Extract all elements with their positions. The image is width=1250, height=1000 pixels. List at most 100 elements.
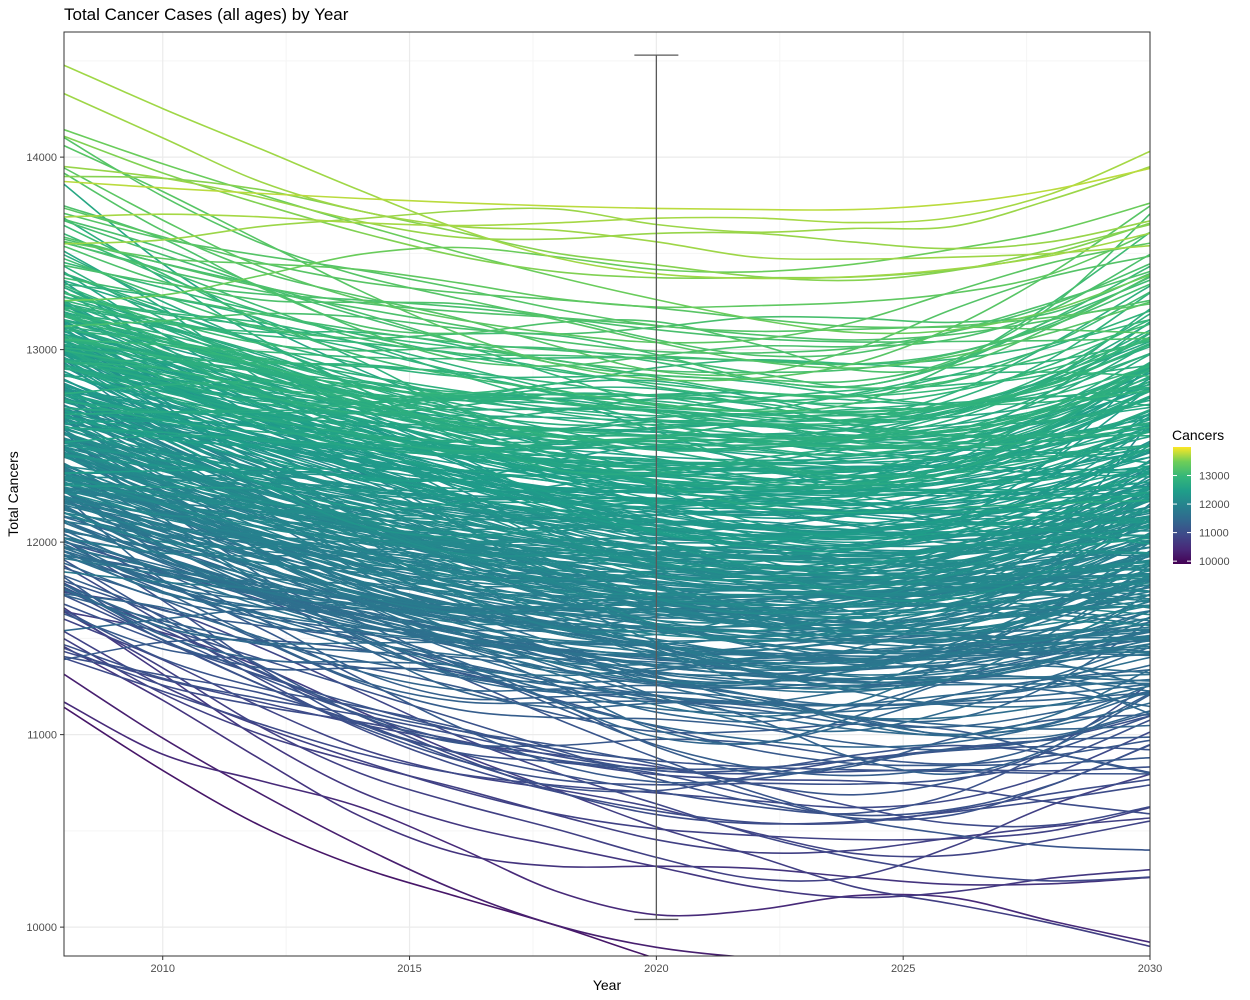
x-tick-label: 2025 (891, 963, 915, 975)
series-line (64, 257, 1150, 389)
legend-tick-label: 13000 (1199, 471, 1230, 483)
legend-colorbar (1173, 447, 1191, 564)
y-axis: 10000 11000 12000 13000 14000 (26, 152, 64, 934)
series-line (64, 467, 1150, 672)
legend-ticks: 10000 11000 12000 13000 (1173, 471, 1230, 568)
series-line (64, 392, 1150, 635)
x-tick-label: 2010 (150, 963, 174, 975)
series-line (64, 336, 1150, 476)
series-line (64, 265, 1150, 388)
series-line (64, 167, 1150, 211)
series-line (64, 290, 1150, 452)
series-line (64, 273, 1150, 440)
series-line (64, 320, 1150, 553)
series-line (64, 706, 651, 956)
series-line (64, 650, 1150, 828)
series-line (64, 638, 1150, 855)
x-axis: 2010 2015 2020 2025 2030 (150, 956, 1162, 975)
series-line (64, 446, 1150, 586)
y-tick-label: 12000 (26, 537, 57, 549)
series-line (64, 172, 1150, 377)
series-line (64, 144, 1150, 382)
series-line (64, 217, 1150, 448)
series-lines (64, 64, 1150, 956)
series-line (64, 609, 1150, 774)
y-tick-label: 11000 (27, 730, 57, 742)
legend-title: Cancers (1172, 427, 1224, 443)
y-tick-label: 13000 (26, 345, 57, 357)
series-line (64, 366, 1150, 432)
series-line (64, 543, 1150, 707)
series-line (64, 64, 1150, 280)
series-line (64, 504, 1150, 681)
series-line (64, 495, 1150, 745)
series-line (64, 334, 1150, 505)
series-line (64, 378, 1150, 592)
chart-title: Total Cancer Cases (all ages) by Year (64, 5, 349, 24)
series-line (64, 136, 1150, 369)
series-line (64, 610, 1150, 948)
series-line (64, 545, 1150, 658)
panel-border (63, 31, 1151, 957)
series-line (64, 242, 1150, 389)
series-line (64, 607, 1150, 899)
series-line (64, 272, 1150, 413)
series-line (64, 231, 1150, 309)
series-line (64, 167, 1150, 344)
error-bar (634, 54, 679, 921)
series-line (64, 550, 1150, 684)
series-line (64, 128, 1150, 335)
series-line (64, 541, 1150, 851)
series-line (64, 205, 1150, 374)
series-line (64, 529, 1150, 668)
series-line (64, 415, 1150, 586)
series-line (64, 554, 1150, 776)
series-line (64, 701, 1150, 943)
series-line (64, 345, 1150, 496)
x-tick-label: 2030 (1138, 963, 1162, 975)
series-line (64, 337, 1150, 418)
legend-tick-label: 11000 (1199, 528, 1229, 540)
series-line (64, 332, 1150, 451)
series-line (64, 412, 1150, 594)
x-tick-label: 2020 (644, 963, 668, 975)
series-line (64, 236, 1150, 341)
series-line (64, 618, 1150, 858)
series-line (64, 410, 1150, 563)
series-line (64, 533, 1150, 784)
series-line (64, 150, 1150, 227)
series-line (64, 296, 1150, 409)
series-line (64, 559, 1150, 796)
series-line (64, 645, 1150, 886)
series-line (64, 232, 1150, 398)
series-line (64, 339, 1150, 423)
y-tick-label: 14000 (26, 152, 57, 164)
series-line (64, 657, 1150, 809)
series-line (64, 272, 1150, 335)
series-line (64, 284, 1150, 412)
series-line (64, 92, 1150, 261)
x-axis-title: Year (593, 977, 622, 993)
series-line (64, 261, 1150, 398)
series-line (64, 310, 1150, 403)
legend-tick-label: 12000 (1199, 499, 1230, 511)
series-line (64, 613, 1150, 775)
series-line (64, 383, 1150, 431)
series-line (64, 166, 1150, 245)
legend: Cancers 10000 11000 12000 13000 (1172, 427, 1230, 568)
legend-tick-label: 10000 (1199, 556, 1230, 568)
series-line (64, 673, 741, 956)
series-line (64, 643, 1150, 775)
series-line (64, 202, 1150, 302)
series-line (64, 165, 1150, 250)
series-line (64, 354, 1150, 489)
y-axis-title: Total Cancers (5, 451, 21, 537)
series-line (64, 574, 1150, 777)
y-tick-label: 10000 (26, 922, 57, 934)
x-tick-label: 2015 (397, 963, 421, 975)
series-line (64, 264, 1150, 343)
series-line (64, 390, 1150, 643)
series-line (64, 655, 1150, 793)
series-line (64, 455, 1150, 533)
